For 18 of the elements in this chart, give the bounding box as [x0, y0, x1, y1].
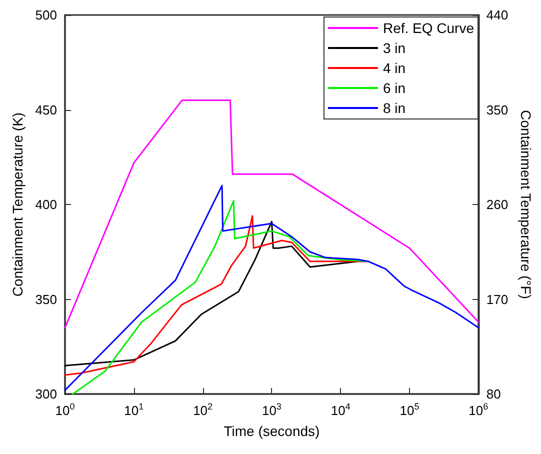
- y-tick-label: 400: [35, 197, 57, 212]
- legend-label: 3 in: [382, 40, 406, 56]
- y-tick-label: 350: [35, 292, 57, 307]
- legend-label: 8 in: [382, 100, 406, 116]
- y-tick-label: 500: [35, 8, 57, 22]
- legend-label: 4 in: [382, 60, 406, 76]
- y-tick-label: 450: [35, 102, 57, 118]
- y2-tick-label: 80: [486, 386, 501, 402]
- y2-tick-label: 440: [486, 8, 508, 22]
- y-axis-title: Containment Temperature (K): [9, 112, 26, 297]
- y2-tick-label: 260: [486, 197, 508, 212]
- legend-label: 6 in: [382, 80, 406, 96]
- legend-label: Ref. EQ Curve: [382, 20, 474, 36]
- y2-tick-label: 350: [486, 102, 508, 118]
- y-tick-label: 300: [35, 386, 57, 402]
- y2-tick-label: 170: [486, 292, 508, 307]
- y2-axis-title: Containment Temperature (°F): [518, 110, 534, 299]
- x-axis-title: Time (seconds): [224, 423, 320, 439]
